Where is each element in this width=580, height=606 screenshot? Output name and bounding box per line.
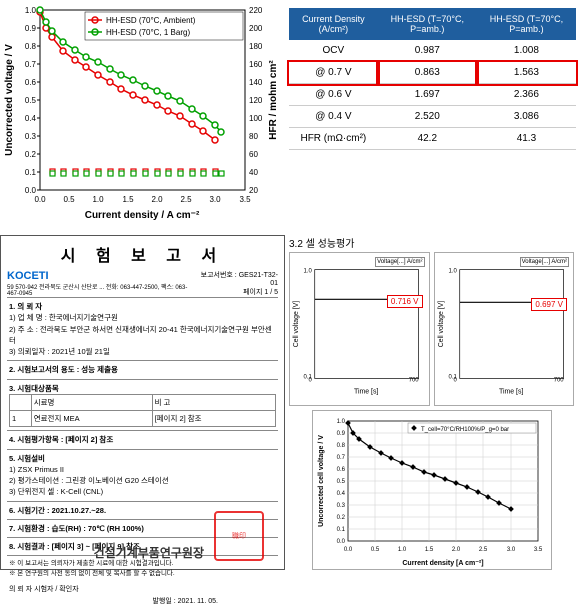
svg-text:0.5: 0.5: [370, 547, 379, 553]
svg-text:Time [s]: Time [s]: [499, 388, 523, 395]
table-row: @ 0.6 V1.6972.366: [289, 84, 576, 106]
value-box-2: 0.697 V: [531, 298, 567, 311]
svg-text:0.5: 0.5: [63, 195, 75, 204]
section-title: 3.2 셀 성능평가: [289, 235, 574, 250]
svg-text:2.0: 2.0: [451, 547, 460, 553]
svg-text:1.5: 1.5: [122, 195, 134, 204]
svg-text:1.5: 1.5: [424, 547, 433, 553]
svg-text:0.6: 0.6: [336, 467, 345, 473]
svg-text:0.3: 0.3: [25, 132, 37, 141]
x-axis-label: Current density / A cm⁻²: [85, 210, 200, 221]
svg-text:0.3: 0.3: [336, 503, 345, 509]
svg-text:1.0: 1.0: [448, 269, 457, 275]
svg-text:2.5: 2.5: [180, 195, 192, 204]
svg-text:0.5: 0.5: [336, 479, 345, 485]
col-hhesd-2: HH-ESD (T=70°C, P=amb.): [477, 8, 576, 40]
report-title: 시 험 보 고 서: [7, 242, 278, 266]
svg-text:160: 160: [249, 60, 263, 69]
svg-text:700: 700: [409, 377, 420, 383]
y-left-label: Uncorrected voltage / V: [4, 44, 15, 156]
svg-text:700: 700: [553, 377, 564, 383]
value-box-1: 0.716 V: [387, 295, 423, 308]
svg-text:Cell voltage [V]: Cell voltage [V]: [437, 301, 444, 348]
svg-text:80: 80: [249, 132, 258, 141]
svg-text:0.2: 0.2: [25, 150, 37, 159]
svg-text:0.7: 0.7: [336, 455, 345, 461]
table-row: @ 0.4 V2.5203.086: [289, 106, 576, 128]
table-row: OCV0.9871.008: [289, 40, 576, 62]
svg-text:100: 100: [249, 114, 263, 123]
svg-text:0.2: 0.2: [336, 515, 345, 521]
svg-text:Cell voltage [V]: Cell voltage [V]: [293, 301, 300, 348]
svg-text:1.0: 1.0: [336, 419, 345, 425]
y-right-label: HFR / mohm cm²: [268, 60, 279, 140]
svg-text:Current density [A cm⁻²]: Current density [A cm⁻²]: [402, 560, 483, 567]
svg-text:0.7: 0.7: [25, 60, 37, 69]
svg-text:0.8: 0.8: [336, 443, 345, 449]
svg-text:180: 180: [249, 42, 263, 51]
svg-text:220: 220: [249, 6, 263, 15]
table-row: @ 0.7 V0.8631.563: [289, 62, 576, 84]
svg-text:0.0: 0.0: [34, 195, 46, 204]
svg-text:140: 140: [249, 78, 263, 87]
svg-text:T_cell=70°C/RH100%/P_g=0 bar: T_cell=70°C/RH100%/P_g=0 bar: [421, 427, 509, 433]
svg-text:40: 40: [249, 168, 258, 177]
col-hhesd-1: HH-ESD (T=70°C, P=amb.): [378, 8, 477, 40]
svg-text:0.6: 0.6: [25, 78, 37, 87]
top-row: 0.0 0.1 0.2 0.3 0.4 0.5 0.6 0.7 0.8 0.9 1.0 20 40 60…: [0, 0, 580, 225]
svg-text:60: 60: [249, 150, 258, 159]
svg-text:0.1: 0.1: [25, 168, 37, 177]
svg-text:HH-ESD (70°C, 1 Barg): HH-ESD (70°C, 1 Barg): [106, 28, 190, 37]
svg-text:3.0: 3.0: [506, 547, 515, 553]
svg-text:0.0: 0.0: [336, 539, 345, 545]
main-polarization-chart: 0.0 0.1 0.2 0.3 0.4 0.5 0.6 0.7 0.8 0.9 1.0 20 40 60…: [0, 0, 285, 225]
org-stamp-text: 건설기계부품연구원장: [94, 544, 204, 561]
svg-text:3.5: 3.5: [533, 547, 542, 553]
seal-icon: 職印: [214, 511, 264, 561]
right-charts: 3.2 셀 성능평가 Time [s] Cell voltage [V] 0 7…: [289, 235, 574, 570]
svg-text:0.9: 0.9: [336, 431, 345, 437]
svg-text:0.4: 0.4: [25, 114, 37, 123]
table-row: HFR (mΩ·cm²)42.241.3: [289, 128, 576, 150]
svg-text:1.0: 1.0: [25, 6, 37, 15]
svg-text:0.5: 0.5: [25, 96, 37, 105]
svg-text:3.5: 3.5: [239, 195, 251, 204]
svg-text:200: 200: [249, 24, 263, 33]
test-report: 시 험 보 고 서 KOCETI 59 570-942 전라북도 군산시 산단로…: [0, 235, 285, 570]
svg-text:Time [s]: Time [s]: [354, 388, 378, 395]
svg-text:120: 120: [249, 96, 263, 105]
svg-text:1.0: 1.0: [92, 195, 104, 204]
svg-text:0.1: 0.1: [304, 374, 312, 380]
org-logo: KOCETI: [7, 270, 49, 282]
svg-text:0.9: 0.9: [25, 24, 37, 33]
svg-text:0.8: 0.8: [25, 42, 37, 51]
mini-chart-1: Time [s] Cell voltage [V] 0 700 1.0 0.1 …: [289, 252, 430, 406]
svg-text:Uncorrected cell voltage / V: Uncorrected cell voltage / V: [318, 435, 325, 527]
svg-text:3.0: 3.0: [209, 195, 221, 204]
svg-text:1.0: 1.0: [304, 269, 313, 275]
svg-text:0.4: 0.4: [336, 491, 345, 497]
big-polarization-chart: 0.0 0.1 0.2 0.3 0.4 0.5 0.6 0.7 0.8 0.9 1.0 0.0 0.5…: [312, 410, 552, 570]
bottom-row: 시 험 보 고 서 KOCETI 59 570-942 전라북도 군산시 산단로…: [0, 225, 580, 570]
performance-table: Current Density (A/cm²) HH-ESD (T=70°C, …: [285, 0, 580, 225]
svg-text:0.0: 0.0: [343, 547, 352, 553]
svg-text:20: 20: [249, 186, 258, 195]
svg-text:HH-ESD (70°C, Ambient): HH-ESD (70°C, Ambient): [106, 16, 196, 25]
svg-text:1.0: 1.0: [397, 547, 406, 553]
svg-text:0.1: 0.1: [336, 527, 345, 533]
svg-text:2.5: 2.5: [478, 547, 487, 553]
col-current-density: Current Density (A/cm²): [289, 8, 378, 40]
svg-text:0.1: 0.1: [448, 374, 456, 380]
legend-box: HH-ESD (70°C, Ambient) HH-ESD (70°C, 1 B…: [85, 12, 243, 40]
svg-text:2.0: 2.0: [151, 195, 163, 204]
mini-chart-2: Time [s] Cell voltage [V] 0 700 1.0 0.1 …: [434, 252, 575, 406]
svg-text:0.0: 0.0: [25, 186, 37, 195]
